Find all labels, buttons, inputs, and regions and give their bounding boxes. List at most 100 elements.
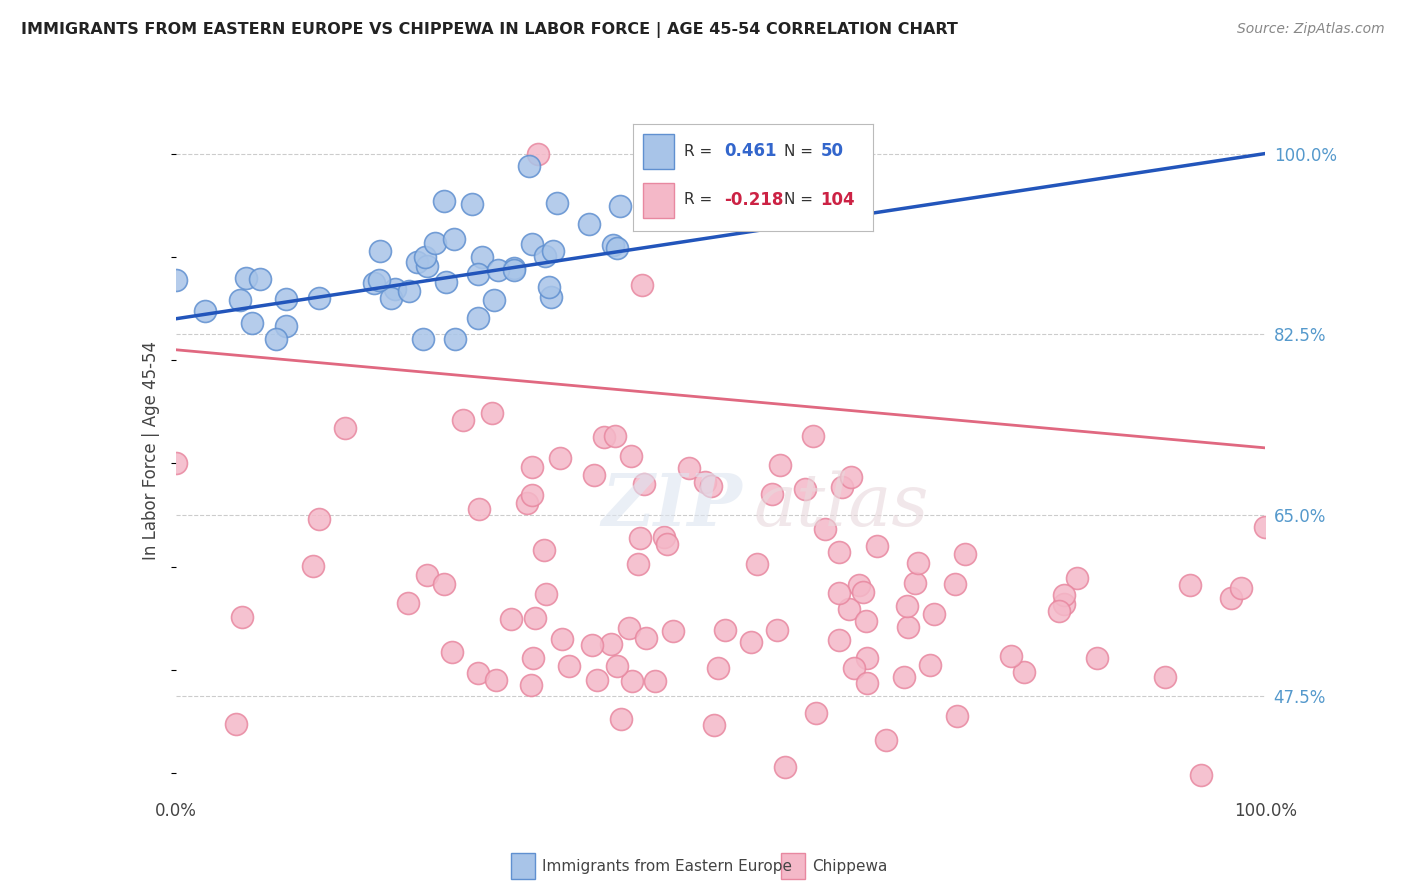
Point [396,596,419,610]
Point [1066,571,1088,585]
Point [520,236,543,251]
Text: atlas: atlas [754,470,929,541]
Point [235,270,257,285]
Point [685,163,707,178]
Text: Immigrants from Eastern Europe: Immigrants from Eastern Europe [543,859,792,873]
Point [533,543,555,558]
Text: 0.461: 0.461 [724,143,778,161]
Point [451,413,474,427]
Point [467,267,489,281]
Point [693,475,716,489]
Point [302,558,325,573]
Point [443,232,465,246]
Point [546,196,568,211]
Point [1178,578,1201,592]
Point [804,706,827,720]
Point [953,548,976,562]
Point [896,599,918,613]
Point [165,456,187,470]
Text: IMMIGRANTS FROM EASTERN EUROPE VS CHIPPEWA IN LABOR FORCE | AGE 45-54 CORRELATIO: IMMIGRANTS FROM EASTERN EUROPE VS CHIPPE… [21,22,957,38]
Text: R =: R = [683,144,717,159]
Point [1047,604,1070,618]
Point [194,304,217,318]
Point [380,291,402,305]
Point [582,468,605,483]
Point [700,479,723,493]
Point [593,430,616,444]
Point [1053,597,1076,611]
Text: ZIP: ZIP [602,470,742,541]
Point [242,316,264,330]
Point [467,665,489,680]
Point [1153,670,1175,684]
Point [274,318,297,333]
Point [432,194,454,209]
Point [534,586,557,600]
Point [837,602,859,616]
Point [875,733,897,747]
Point [266,332,288,346]
Point [1052,822,1074,837]
Point [766,623,789,637]
Point [540,290,562,304]
Point [801,429,824,443]
Point [1053,588,1076,602]
Point [581,638,603,652]
Point [903,575,925,590]
Point [735,158,758,172]
Point [606,241,628,255]
Point [609,198,631,212]
Point [922,607,945,622]
Point [620,449,643,463]
Point [740,635,762,649]
Point [516,496,538,510]
Point [828,632,851,647]
Point [602,238,624,252]
Point [485,673,508,688]
Point [946,709,969,723]
Text: -0.218: -0.218 [724,191,785,209]
Point [578,217,600,231]
Point [517,160,540,174]
Point [652,530,675,544]
Point [434,275,457,289]
Point [541,244,564,258]
Point [866,539,889,553]
Point [828,545,851,559]
Point [633,477,655,491]
Point [550,632,572,647]
Point [308,291,330,305]
Point [636,631,658,645]
Point [1085,650,1108,665]
Point [828,586,851,600]
Point [655,537,678,551]
Point [893,670,915,684]
Point [165,272,187,286]
Point [548,450,571,465]
Text: 104: 104 [820,191,855,209]
Point [848,578,870,592]
Point [703,718,725,732]
Point [444,333,467,347]
Point [537,280,560,294]
Point [1000,648,1022,663]
Point [831,480,853,494]
Text: R =: R = [683,193,717,207]
Point [481,406,503,420]
Point [1220,591,1243,606]
Point [368,244,391,259]
Point [468,502,491,516]
Point [856,676,879,690]
Point [471,250,494,264]
Point [433,577,456,591]
Point [398,284,420,298]
Point [943,576,966,591]
Point [413,250,436,264]
Point [502,262,524,277]
Point [659,175,682,189]
Point [644,674,666,689]
Point [855,650,877,665]
Point [520,488,543,502]
Point [844,661,866,675]
Point [1230,582,1253,596]
